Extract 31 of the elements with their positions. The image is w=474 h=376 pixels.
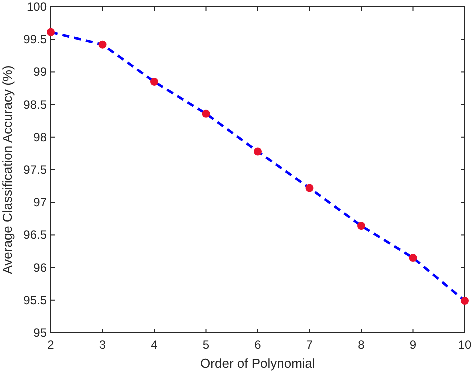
x-tick-label: 10: [458, 338, 472, 352]
x-tick-label: 7: [306, 338, 314, 352]
y-tick-label: 95.5: [24, 293, 48, 308]
x-tick-label: 6: [254, 338, 262, 352]
point: [47, 28, 55, 36]
x-tick-label: 4: [151, 338, 158, 352]
x-tick-label: 5: [202, 338, 210, 352]
y-tick-label: 98.5: [24, 98, 48, 112]
y-tick-label: 96: [34, 260, 48, 275]
x-tick-label: 8: [358, 338, 366, 352]
point: [150, 78, 158, 86]
x-tick-label: 9: [410, 338, 417, 352]
y-tick-label: 97.5: [24, 163, 48, 177]
y-tick-label: 96.5: [24, 228, 48, 242]
x-axis-title: Order of Polynomial: [200, 356, 316, 371]
point: [409, 254, 418, 262]
y-tick-label: 97: [34, 196, 48, 210]
point: [98, 40, 107, 49]
y-tick-label: 99.5: [24, 32, 48, 47]
y-tick-label: 98: [34, 130, 48, 144]
x-tick-label: 3: [99, 338, 106, 352]
y-tick-label: 99: [34, 65, 48, 80]
point: [306, 184, 314, 192]
y-axis-title: Average Classification Accuracy (%): [0, 66, 15, 274]
point: [202, 110, 210, 118]
y-tick-label: 95: [34, 326, 48, 340]
x-tick-label: 2: [48, 338, 55, 352]
point: [461, 297, 469, 306]
point: [254, 148, 262, 156]
point: [358, 222, 366, 230]
y-tick-label: 100: [26, 0, 48, 14]
